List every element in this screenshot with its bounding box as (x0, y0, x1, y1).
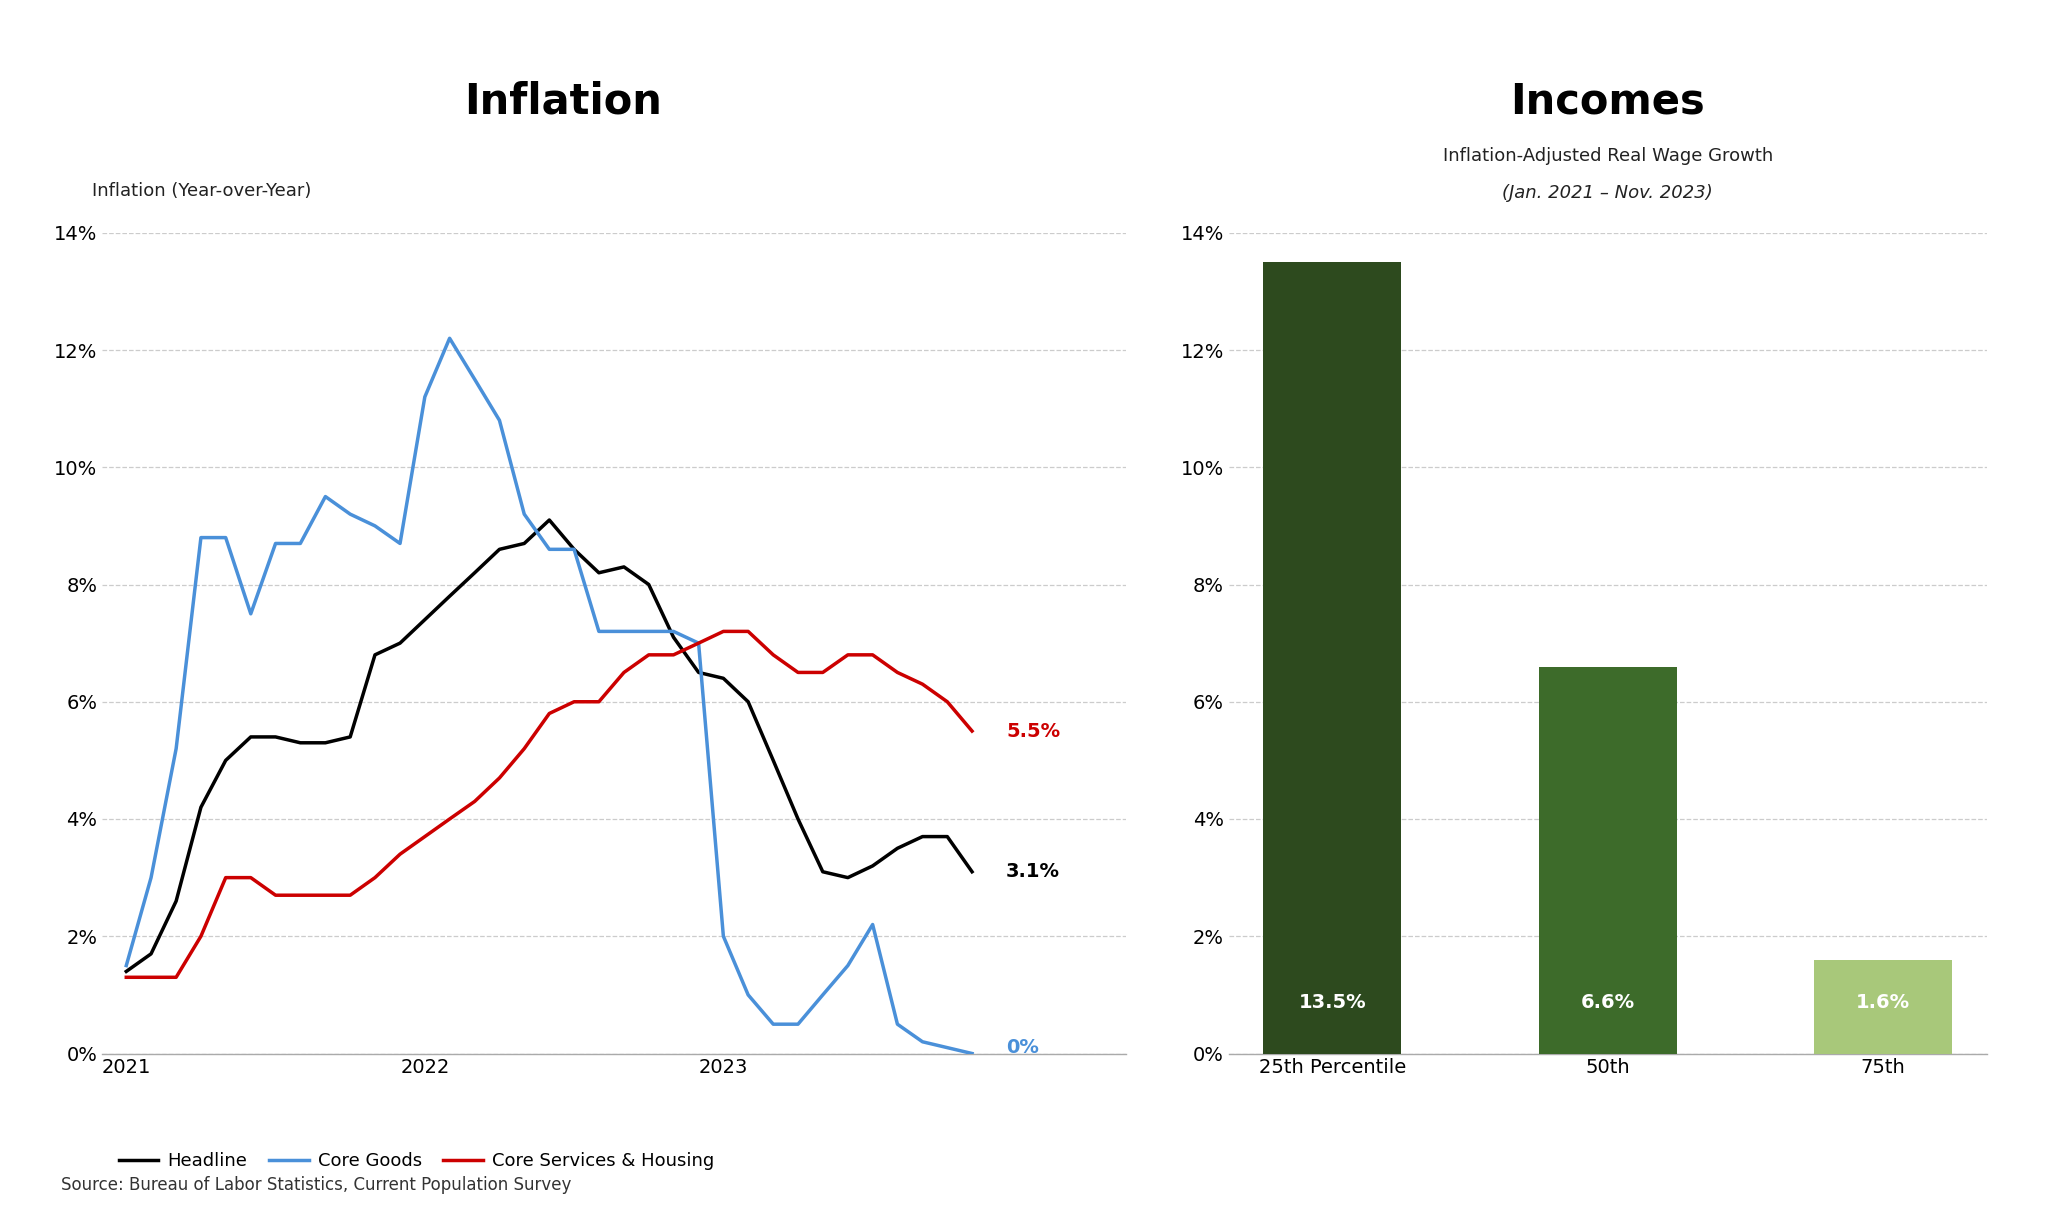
Text: Source: Bureau of Labor Statistics, Current Population Survey: Source: Bureau of Labor Statistics, Curr… (61, 1176, 571, 1194)
Text: Inflation: Inflation (465, 81, 662, 123)
Text: (Jan. 2021 – Nov. 2023): (Jan. 2021 – Nov. 2023) (1503, 184, 1712, 202)
Legend: Headline, Core Goods, Core Services & Housing: Headline, Core Goods, Core Services & Ho… (111, 1144, 721, 1177)
Text: 13.5%: 13.5% (1298, 993, 1366, 1012)
Text: 6.6%: 6.6% (1581, 993, 1634, 1012)
Text: 5.5%: 5.5% (1006, 722, 1061, 741)
Text: Incomes: Incomes (1509, 81, 1706, 123)
Bar (1264, 262, 1401, 1054)
Bar (1815, 959, 1952, 1054)
Text: Inflation (Year-over-Year): Inflation (Year-over-Year) (92, 183, 311, 200)
Text: 1.6%: 1.6% (1855, 993, 1911, 1012)
Text: 3.1%: 3.1% (1006, 862, 1061, 881)
Bar (1538, 666, 1677, 1054)
Text: Inflation-Adjusted Real Wage Growth: Inflation-Adjusted Real Wage Growth (1442, 147, 1774, 165)
Text: 0%: 0% (1006, 1038, 1038, 1057)
